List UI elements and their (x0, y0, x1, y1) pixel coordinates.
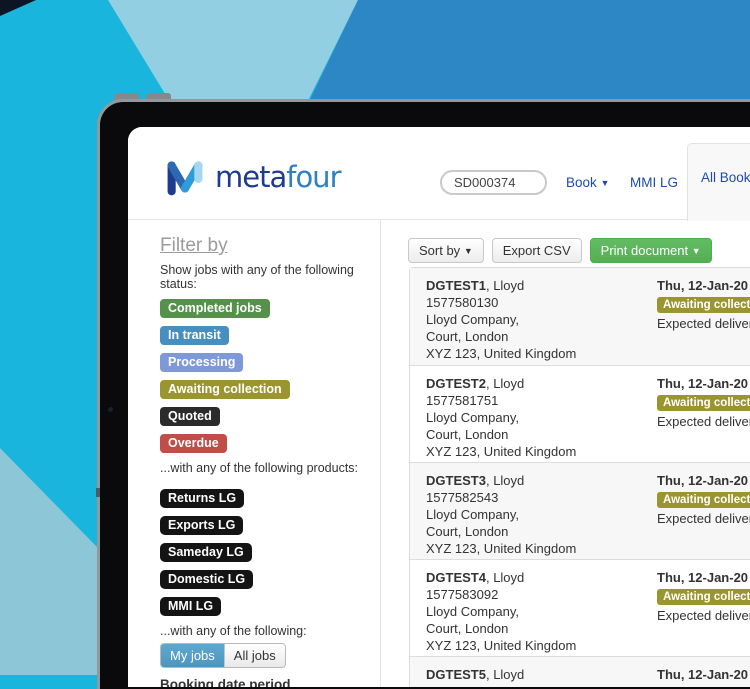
sidebar-divider (380, 220, 381, 687)
booking-date-period-label: Booking date period (160, 677, 291, 687)
job-date: Thu, 12-Jan-20 (657, 278, 749, 293)
job-ref: 1577581751 (426, 393, 499, 408)
job-postcode: XYZ 123, United Kingdom (426, 346, 577, 361)
job-address: Court, London (426, 621, 509, 636)
filter-badge[interactable]: Returns LG (160, 489, 245, 508)
job-row[interactable]: DGTEST3, Lloyd 1577582543 Lloyd Company,… (410, 462, 750, 559)
job-title: DGTEST3, Lloyd (426, 473, 525, 488)
job-postcode: XYZ 123, United Kingdom (426, 444, 577, 459)
filter-sidebar: Filter by Show jobs with any of the foll… (160, 235, 372, 687)
metafour-logo[interactable]: metafour (164, 155, 342, 199)
job-ref: 1577582543 (426, 490, 499, 505)
job-row[interactable]: DGTEST4, Lloyd 1577583092 Lloyd Company,… (410, 559, 750, 656)
job-status-column: Thu, 12-Jan-20 Awaiting collection Expec… (657, 277, 750, 332)
tablet-volume-button (146, 93, 171, 103)
filter-badge[interactable]: Completed jobs (160, 299, 270, 318)
tab-all-bookings[interactable]: All Bookings (687, 143, 750, 221)
ownership-toggle-button[interactable]: My jobs (161, 644, 224, 667)
app-header: metafour Book ▼ MMI LG All Bookings (128, 127, 750, 221)
job-date: Thu, 12-Jan-20 (657, 473, 749, 488)
job-row[interactable]: DGTEST2, Lloyd 1577581751 Lloyd Company,… (410, 365, 750, 462)
tablet-volume-button (114, 93, 139, 103)
nav-book-menu[interactable]: Book ▼ (566, 175, 610, 190)
job-status-badge: Awaiting collection (657, 297, 750, 313)
job-status-badge: Awaiting collection (657, 589, 750, 605)
job-status-badge: Awaiting collection (657, 492, 750, 508)
chevron-down-icon: ▼ (691, 246, 701, 256)
filter-badge[interactable]: MMI LG (160, 597, 222, 616)
filter-badge[interactable]: Domestic LG (160, 570, 254, 589)
filter-badge[interactable]: Awaiting collection (160, 380, 290, 399)
job-address: Court, London (426, 329, 509, 344)
filter-badge[interactable]: Processing (160, 353, 244, 372)
ownership-toggle-button[interactable]: All jobs (223, 644, 285, 667)
filter-badge[interactable]: Exports LG (160, 516, 244, 535)
ownership-toggle-group: My jobs All jobs (160, 643, 286, 668)
sort-by-button[interactable]: Sort by ▼ (408, 238, 484, 263)
filter-badge[interactable]: In transit (160, 326, 229, 345)
job-company: Lloyd Company, (426, 507, 519, 522)
job-delivery-text: Expected delivery (657, 608, 750, 623)
status-filter-list: Completed jobs In transit Processing Awaiti… (160, 299, 372, 453)
filter-badge[interactable]: Overdue (160, 434, 227, 453)
job-delivery-text: Expected delivery (657, 316, 750, 331)
job-ref: 1577583092 (426, 587, 499, 602)
chevron-down-icon: ▼ (600, 178, 610, 188)
job-postcode: XYZ 123, United Kingdom (426, 541, 577, 556)
job-status-column: Thu, 12-Jan-20 (657, 666, 748, 684)
job-status-column: Thu, 12-Jan-20 Awaiting collection Expec… (657, 569, 750, 624)
job-title: DGTEST1, Lloyd (426, 278, 525, 293)
nav-account-link[interactable]: MMI LG (630, 175, 679, 190)
job-date: Thu, 12-Jan-20 (657, 376, 749, 391)
background-light-bottom-triangle (0, 448, 98, 675)
job-company: Lloyd Company, (426, 312, 519, 327)
job-address: Court, London (426, 524, 509, 539)
job-address: Court, London (426, 427, 509, 442)
list-toolbar: Sort by ▼ Export CSV Print document ▼ (408, 238, 712, 263)
background-dark-corner (0, 0, 36, 16)
job-delivery-text: Expected delivery (657, 511, 750, 526)
filter-badge[interactable]: Sameday LG (160, 543, 252, 562)
tablet-camera-icon (108, 407, 113, 412)
job-company: Lloyd Company, (426, 604, 519, 619)
filter-badge[interactable]: Quoted (160, 407, 220, 426)
filter-by-heading[interactable]: Filter by (160, 235, 228, 256)
tablet-screen: metafour Book ▼ MMI LG All Bookings Filt… (128, 127, 750, 687)
job-postcode: XYZ 123, United Kingdom (426, 638, 577, 653)
search-input[interactable] (440, 170, 547, 195)
job-company: Lloyd Company, (426, 410, 519, 425)
status-intro-text: Show jobs with any of the following stat… (160, 263, 354, 291)
job-status-badge: Awaiting collection (657, 395, 750, 411)
ownership-intro-text: ...with any of the following: (160, 624, 307, 638)
logo-wordmark: metafour (215, 160, 342, 194)
job-title: DGTEST2, Lloyd (426, 376, 525, 391)
job-status-column: Thu, 12-Jan-20 Awaiting collection Expec… (657, 375, 750, 430)
job-ref: 1577580130 (426, 295, 499, 310)
job-title: DGTEST4, Lloyd (426, 570, 525, 585)
job-status-column: Thu, 12-Jan-20 Awaiting collection Expec… (657, 472, 750, 527)
tablet-side-notch (96, 488, 100, 497)
products-intro-text: ...with any of the following products: (160, 461, 359, 475)
job-row[interactable]: DGTEST5, Lloyd Thu, 12-Jan-20 (410, 656, 750, 687)
print-document-button[interactable]: Print document ▼ (589, 238, 712, 263)
product-filter-list: Returns LG Exports LG Sameday LG Domestic L… (160, 489, 372, 616)
export-csv-button[interactable]: Export CSV (491, 238, 582, 263)
job-date: Thu, 12-Jan-20 (657, 570, 749, 585)
metafour-m-icon (167, 161, 203, 196)
chevron-down-icon: ▼ (463, 246, 473, 256)
job-delivery-text: Expected delivery (657, 414, 750, 429)
job-list: DGTEST1, Lloyd 1577580130 Lloyd Company,… (409, 267, 750, 687)
job-row[interactable]: DGTEST1, Lloyd 1577580130 Lloyd Company,… (410, 268, 750, 365)
